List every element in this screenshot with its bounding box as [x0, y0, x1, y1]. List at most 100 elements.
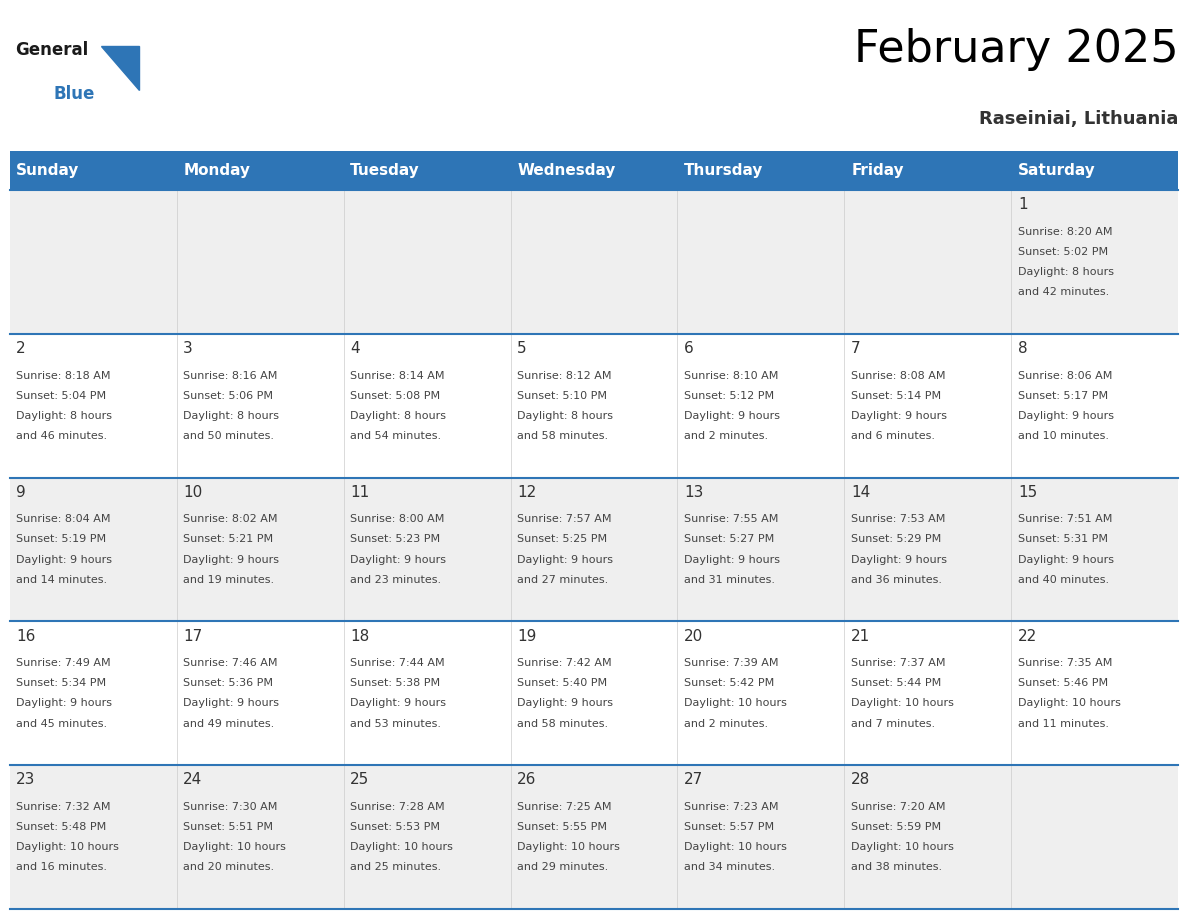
Text: Sunrise: 8:00 AM: Sunrise: 8:00 AM	[350, 514, 444, 524]
Text: Sunrise: 8:20 AM: Sunrise: 8:20 AM	[1018, 227, 1113, 237]
Text: Sunrise: 7:49 AM: Sunrise: 7:49 AM	[17, 658, 110, 668]
Text: and 38 minutes.: and 38 minutes.	[851, 862, 942, 872]
Text: Sunset: 5:40 PM: Sunset: 5:40 PM	[517, 678, 607, 688]
Text: 5: 5	[517, 341, 526, 356]
Text: Friday: Friday	[851, 163, 904, 178]
Text: Sunset: 5:51 PM: Sunset: 5:51 PM	[183, 822, 273, 832]
Bar	[10, 190, 1178, 334]
Text: 10: 10	[183, 485, 202, 500]
Bar	[10, 477, 1178, 621]
Text: Daylight: 9 hours: Daylight: 9 hours	[851, 411, 947, 420]
Text: Daylight: 9 hours: Daylight: 9 hours	[17, 554, 112, 565]
Text: Wednesday: Wednesday	[517, 163, 615, 178]
Text: Daylight: 10 hours: Daylight: 10 hours	[684, 699, 788, 709]
Polygon shape	[101, 46, 139, 90]
Text: Sunset: 5:55 PM: Sunset: 5:55 PM	[517, 822, 607, 832]
Text: Sunset: 5:02 PM: Sunset: 5:02 PM	[1018, 247, 1108, 257]
Text: and 6 minutes.: and 6 minutes.	[851, 431, 935, 441]
Text: and 25 minutes.: and 25 minutes.	[350, 862, 441, 872]
Text: Daylight: 8 hours: Daylight: 8 hours	[17, 411, 112, 420]
Text: and 36 minutes.: and 36 minutes.	[851, 575, 942, 585]
Text: Daylight: 8 hours: Daylight: 8 hours	[1018, 267, 1114, 277]
Text: 11: 11	[350, 485, 369, 500]
Text: 24: 24	[183, 772, 202, 788]
Text: 27: 27	[684, 772, 703, 788]
Text: 7: 7	[851, 341, 861, 356]
Text: Tuesday: Tuesday	[350, 163, 419, 178]
Text: Daylight: 10 hours: Daylight: 10 hours	[851, 699, 954, 709]
Text: Sunrise: 7:28 AM: Sunrise: 7:28 AM	[350, 801, 444, 812]
Text: Daylight: 9 hours: Daylight: 9 hours	[350, 554, 447, 565]
Text: Daylight: 8 hours: Daylight: 8 hours	[183, 411, 279, 420]
Text: 12: 12	[517, 485, 537, 500]
Bar	[677, 151, 845, 190]
Text: Daylight: 9 hours: Daylight: 9 hours	[517, 554, 613, 565]
Text: Sunset: 5:44 PM: Sunset: 5:44 PM	[851, 678, 941, 688]
Text: Sunset: 5:38 PM: Sunset: 5:38 PM	[350, 678, 441, 688]
Text: and 29 minutes.: and 29 minutes.	[517, 862, 608, 872]
Text: and 31 minutes.: and 31 minutes.	[684, 575, 776, 585]
Text: 15: 15	[1018, 485, 1037, 500]
Text: Daylight: 9 hours: Daylight: 9 hours	[684, 411, 781, 420]
Text: and 58 minutes.: and 58 minutes.	[517, 431, 608, 441]
Text: Daylight: 9 hours: Daylight: 9 hours	[183, 554, 279, 565]
Text: 16: 16	[17, 629, 36, 644]
Text: Sunrise: 7:55 AM: Sunrise: 7:55 AM	[684, 514, 778, 524]
Text: Daylight: 10 hours: Daylight: 10 hours	[851, 842, 954, 852]
Bar	[10, 334, 1178, 477]
Text: and 50 minutes.: and 50 minutes.	[183, 431, 274, 441]
Text: Sunset: 5:12 PM: Sunset: 5:12 PM	[684, 391, 775, 400]
Text: Sunrise: 8:10 AM: Sunrise: 8:10 AM	[684, 371, 778, 380]
Text: Sunset: 5:31 PM: Sunset: 5:31 PM	[1018, 534, 1108, 544]
Text: Thursday: Thursday	[684, 163, 764, 178]
Text: Sunset: 5:53 PM: Sunset: 5:53 PM	[350, 822, 441, 832]
Text: Sunrise: 8:16 AM: Sunrise: 8:16 AM	[183, 371, 278, 380]
Text: and 40 minutes.: and 40 minutes.	[1018, 575, 1110, 585]
Text: Sunrise: 7:20 AM: Sunrise: 7:20 AM	[851, 801, 946, 812]
Text: Daylight: 9 hours: Daylight: 9 hours	[1018, 411, 1114, 420]
Text: Sunrise: 8:04 AM: Sunrise: 8:04 AM	[17, 514, 110, 524]
Text: and 27 minutes.: and 27 minutes.	[517, 575, 608, 585]
Text: 19: 19	[517, 629, 537, 644]
Text: Sunrise: 8:14 AM: Sunrise: 8:14 AM	[350, 371, 444, 380]
Text: Daylight: 8 hours: Daylight: 8 hours	[350, 411, 447, 420]
Text: Daylight: 9 hours: Daylight: 9 hours	[350, 699, 447, 709]
Text: 18: 18	[350, 629, 369, 644]
Text: Sunset: 5:08 PM: Sunset: 5:08 PM	[350, 391, 441, 400]
Text: Sunset: 5:57 PM: Sunset: 5:57 PM	[684, 822, 775, 832]
Text: Sunset: 5:19 PM: Sunset: 5:19 PM	[17, 534, 106, 544]
Text: and 19 minutes.: and 19 minutes.	[183, 575, 274, 585]
Text: Sunrise: 8:02 AM: Sunrise: 8:02 AM	[183, 514, 278, 524]
Text: Sunrise: 7:39 AM: Sunrise: 7:39 AM	[684, 658, 778, 668]
Text: Sunset: 5:14 PM: Sunset: 5:14 PM	[851, 391, 941, 400]
Text: Sunset: 5:29 PM: Sunset: 5:29 PM	[851, 534, 941, 544]
Text: Daylight: 10 hours: Daylight: 10 hours	[517, 842, 620, 852]
Text: 21: 21	[851, 629, 871, 644]
Text: and 58 minutes.: and 58 minutes.	[517, 719, 608, 729]
Bar	[1011, 151, 1178, 190]
Text: Sunset: 5:21 PM: Sunset: 5:21 PM	[183, 534, 273, 544]
Text: and 54 minutes.: and 54 minutes.	[350, 431, 441, 441]
Text: February 2025: February 2025	[854, 28, 1178, 71]
Text: Sunrise: 7:30 AM: Sunrise: 7:30 AM	[183, 801, 278, 812]
Text: 3: 3	[183, 341, 192, 356]
Text: 14: 14	[851, 485, 871, 500]
Text: 2: 2	[17, 341, 26, 356]
Text: Sunset: 5:59 PM: Sunset: 5:59 PM	[851, 822, 941, 832]
Text: 17: 17	[183, 629, 202, 644]
Bar	[177, 151, 343, 190]
Text: Saturday: Saturday	[1018, 163, 1095, 178]
Text: Sunday: Sunday	[17, 163, 80, 178]
Text: and 2 minutes.: and 2 minutes.	[684, 431, 769, 441]
Text: 9: 9	[17, 485, 26, 500]
Text: Sunrise: 8:12 AM: Sunrise: 8:12 AM	[517, 371, 612, 380]
Text: Sunrise: 7:23 AM: Sunrise: 7:23 AM	[684, 801, 778, 812]
Text: General: General	[15, 41, 89, 60]
Text: 4: 4	[350, 341, 360, 356]
Text: Daylight: 9 hours: Daylight: 9 hours	[17, 699, 112, 709]
Text: Sunset: 5:46 PM: Sunset: 5:46 PM	[1018, 678, 1108, 688]
Text: 25: 25	[350, 772, 369, 788]
Text: and 34 minutes.: and 34 minutes.	[684, 862, 776, 872]
Text: 23: 23	[17, 772, 36, 788]
Text: Sunset: 5:17 PM: Sunset: 5:17 PM	[1018, 391, 1108, 400]
